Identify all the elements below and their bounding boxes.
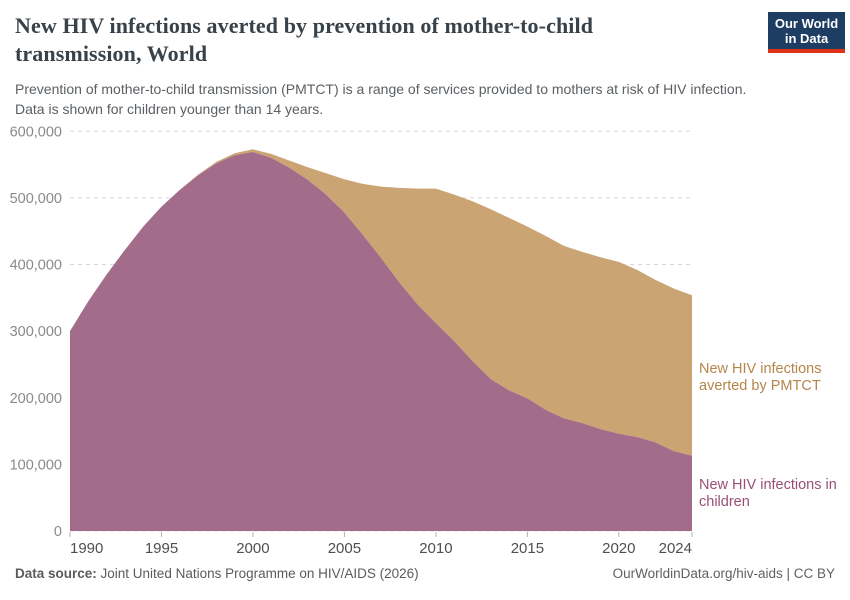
- chart-subtitle: Prevention of mother-to-child transmissi…: [15, 81, 747, 117]
- data-source-text: Joint United Nations Programme on HIV/AI…: [96, 566, 419, 581]
- x-axis-tick-label: 2005: [328, 540, 361, 557]
- y-axis-tick-label: 100,000: [10, 457, 62, 473]
- owid-logo-box: Our World in Data: [768, 12, 845, 49]
- x-axis-tick-label: 2024: [659, 540, 692, 557]
- area-children[interactable]: [70, 152, 692, 531]
- x-axis-tick-label: 1990: [70, 540, 103, 557]
- x-axis-tick-label: 2015: [511, 540, 544, 557]
- x-axis-tick-label: 2000: [236, 540, 269, 557]
- series-label-averted: New HIV infections averted by PMTCT: [699, 361, 822, 394]
- area-averted[interactable]: [70, 149, 692, 456]
- owid-logo-line1: Our World: [774, 16, 839, 31]
- x-axis-tick-label: 2020: [602, 540, 635, 557]
- y-axis-tick-label: 200,000: [10, 391, 62, 407]
- y-axis-tick-label: 300,000: [10, 324, 62, 340]
- owid-logo-accent-bar: [768, 49, 845, 53]
- x-axis-tick-label: 1995: [145, 540, 178, 557]
- credit-link[interactable]: OurWorldinData.org/hiv-aids | CC BY: [612, 566, 835, 581]
- y-axis-tick-label: 0: [54, 524, 62, 540]
- data-source: Data source: Joint United Nations Progra…: [15, 566, 419, 581]
- page-title: New HIV infections averted by prevention…: [15, 13, 594, 66]
- y-axis-tick-label: 500,000: [10, 191, 62, 207]
- data-source-label: Data source:: [15, 566, 97, 581]
- chart-footer: Data source: Joint United Nations Progra…: [15, 566, 835, 581]
- owid-logo-line2: in Data: [784, 31, 829, 46]
- x-axis-tick-label: 2010: [419, 540, 452, 557]
- owid-logo[interactable]: Our World in Data: [768, 12, 845, 53]
- y-axis-tick-label: 400,000: [10, 258, 62, 274]
- y-axis-tick-label: 600,000: [10, 124, 62, 140]
- series-label-children: New HIV infections in children: [699, 477, 837, 510]
